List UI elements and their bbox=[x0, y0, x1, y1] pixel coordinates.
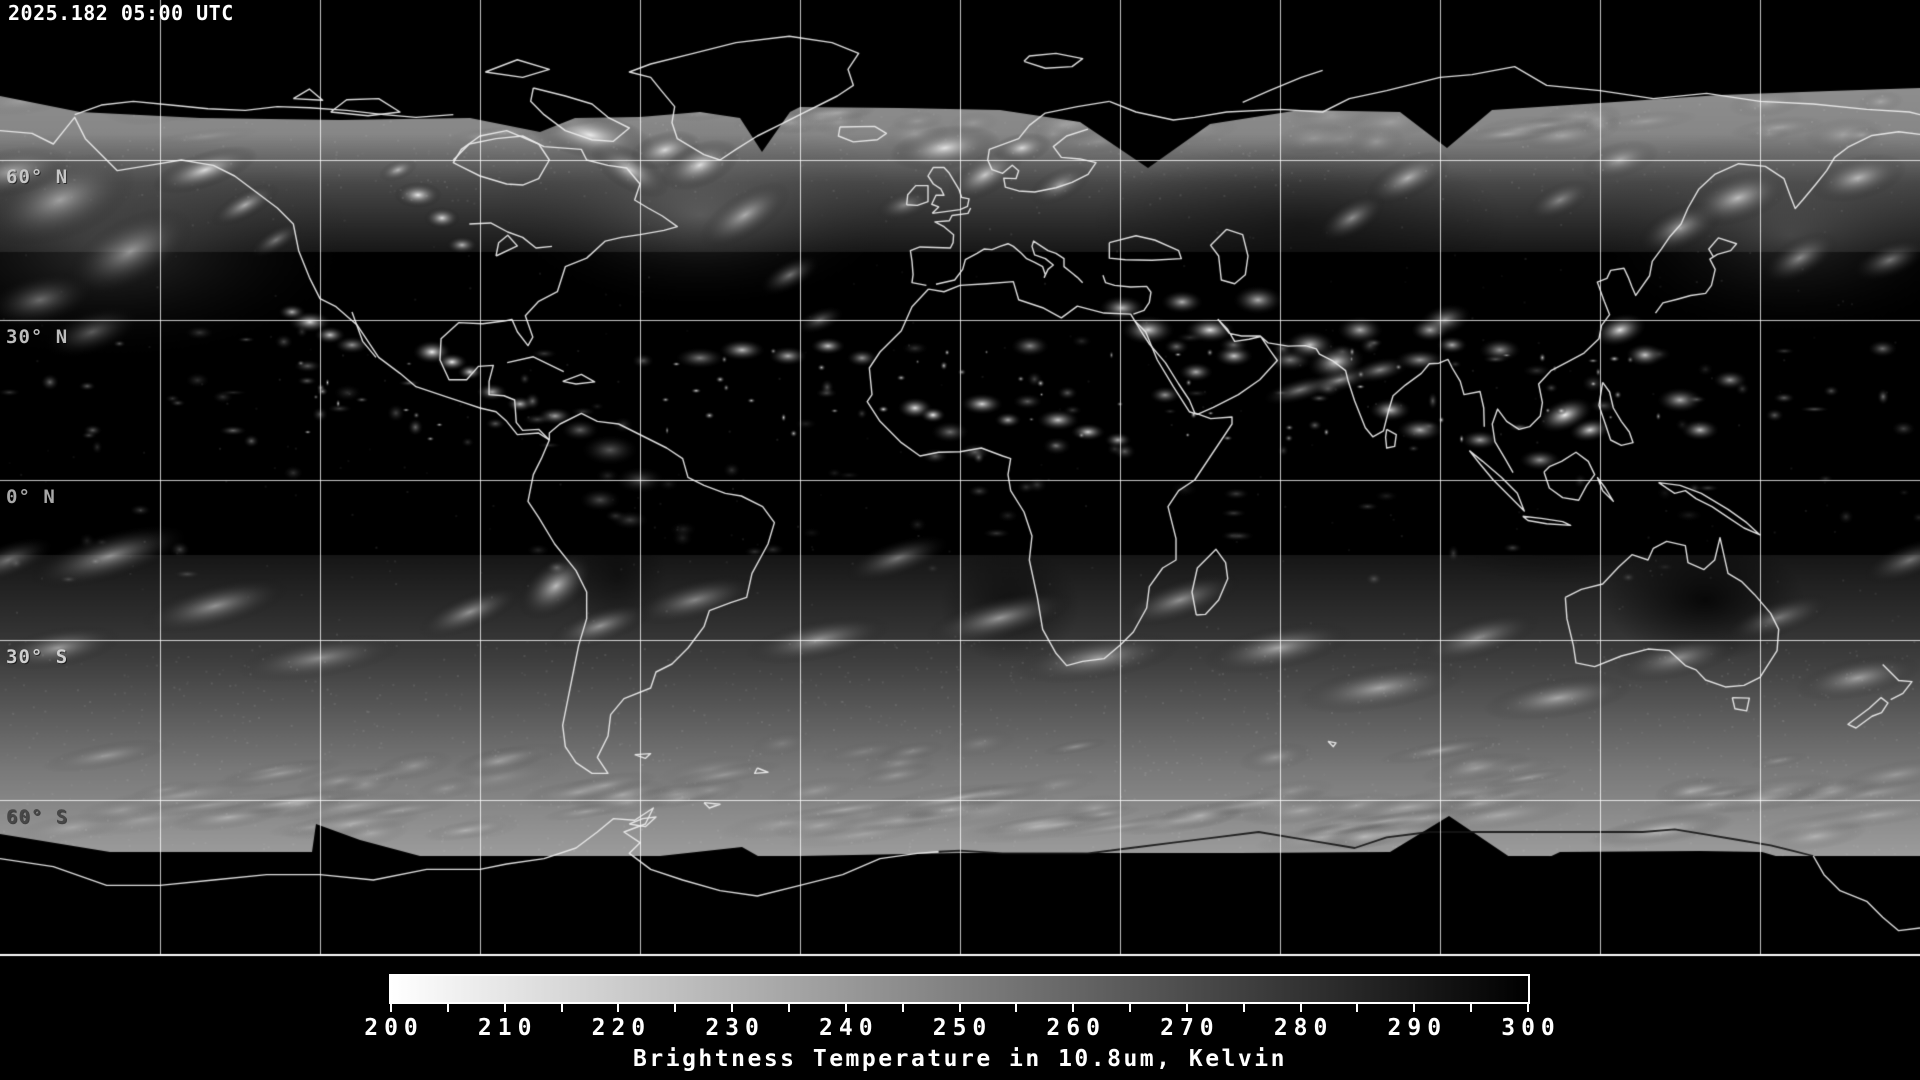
colorbar-tick-label: 220 bbox=[591, 1015, 652, 1041]
colorbar-tick bbox=[1413, 1002, 1416, 1012]
latitude-label: 0° N bbox=[6, 486, 56, 508]
colorbar-tick bbox=[560, 1002, 563, 1012]
world-ir-imagery-canvas bbox=[0, 0, 1920, 960]
colorbar-tick-label: 230 bbox=[705, 1015, 765, 1041]
colorbar-tick bbox=[1299, 1002, 1302, 1012]
latitude-label: 30° S bbox=[6, 646, 69, 668]
colorbar-tick-label: 240 bbox=[819, 1015, 879, 1041]
colorbar-tick-label: 290 bbox=[1387, 1015, 1448, 1041]
colorbar-tick bbox=[446, 1002, 449, 1012]
colorbar-tick bbox=[1072, 1002, 1075, 1012]
colorbar-tick bbox=[958, 1002, 961, 1012]
colorbar-tick bbox=[731, 1002, 734, 1012]
colorbar-gradient bbox=[389, 974, 1530, 1004]
colorbar-tick bbox=[1470, 1002, 1473, 1012]
colorbar-tick bbox=[503, 1002, 506, 1012]
colorbar-tick bbox=[1185, 1002, 1188, 1012]
colorbar-tick-label: 270 bbox=[1160, 1015, 1220, 1041]
colorbar-tick bbox=[901, 1002, 904, 1012]
colorbar-tick-label: 200 bbox=[364, 1015, 424, 1041]
latitude-label: 30° N bbox=[6, 326, 69, 348]
colorbar-tick bbox=[1129, 1002, 1132, 1012]
timestamp-label: 2025.182 05:00 UTC bbox=[8, 1, 234, 25]
colorbar-caption: Brightness Temperature in 10.8um, Kelvin bbox=[633, 1046, 1287, 1072]
colorbar-tick bbox=[1242, 1002, 1245, 1012]
colorbar-tick-label: 210 bbox=[477, 1015, 538, 1041]
colorbar-tick bbox=[1527, 1002, 1529, 1012]
colorbar-tick-label: 300 bbox=[1501, 1015, 1561, 1041]
colorbar-tick bbox=[674, 1002, 677, 1012]
colorbar-tick-label: 250 bbox=[932, 1015, 993, 1041]
colorbar-tick bbox=[844, 1002, 847, 1012]
latitude-label: 60° N bbox=[6, 166, 69, 188]
colorbar-tick bbox=[1015, 1002, 1018, 1012]
latitude-label: 60° S bbox=[6, 806, 69, 828]
colorbar-tick-label: 260 bbox=[1046, 1015, 1106, 1041]
colorbar-tick bbox=[617, 1002, 620, 1012]
colorbar-tick bbox=[390, 1002, 392, 1012]
colorbar-tick-label: 280 bbox=[1273, 1015, 1334, 1041]
colorbar-tick bbox=[787, 1002, 790, 1012]
colorbar-tick bbox=[1356, 1002, 1359, 1012]
